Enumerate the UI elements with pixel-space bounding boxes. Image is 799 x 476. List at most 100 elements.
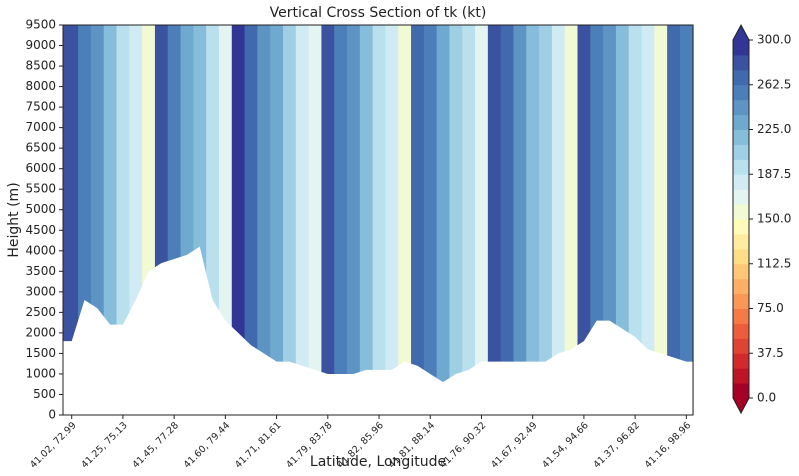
y-tick-label: 2500: [25, 305, 56, 319]
y-tick-label: 6000: [25, 161, 56, 175]
colorbar-tick-label: 187.5: [757, 167, 791, 181]
x-tick-label: 41.67, 92.49: [489, 420, 540, 471]
field-column: [295, 25, 310, 415]
colorbar-band: [733, 263, 749, 280]
terrain: [63, 246, 693, 415]
colorbar-band: [733, 69, 749, 86]
colorbar-band: [733, 278, 749, 295]
colorbar-tick-label: 0.0: [757, 391, 776, 405]
x-tick-label: 41.60, 79.44: [182, 420, 233, 471]
field-column: [411, 25, 425, 415]
field-column: [564, 25, 579, 415]
field-column: [462, 25, 476, 415]
field-column: [679, 25, 694, 415]
y-tick-label: 4500: [25, 223, 56, 237]
y-tick-label: 9500: [25, 18, 56, 32]
field-column: [667, 25, 681, 415]
y-axis-label: Height (m): [6, 182, 22, 257]
y-tick-label: 5500: [25, 182, 56, 196]
y-tick-label: 0: [48, 408, 56, 422]
colorbar-tick-label: 37.5: [757, 346, 784, 360]
field-column: [628, 25, 643, 415]
field-column: [475, 25, 489, 415]
field-column: [398, 25, 412, 415]
field-column: [321, 25, 335, 415]
colorbar-band: [733, 383, 749, 399]
chart-title: Vertical Cross Section of tk (kt): [270, 5, 487, 21]
field-column: [654, 25, 668, 415]
field-column: [449, 25, 463, 415]
x-tick-label: 41.25, 75.13: [79, 420, 130, 471]
colorbar-band: [733, 293, 749, 309]
field-column: [347, 25, 361, 415]
colorbar-band: [733, 114, 749, 130]
colorbar-tick-label: 262.5: [757, 77, 791, 91]
colorbar-band: [733, 159, 749, 175]
field-column: [231, 25, 246, 415]
field-column: [359, 25, 374, 415]
colorbar-band: [733, 174, 749, 190]
y-tick-label: 4000: [25, 243, 56, 257]
field-column: [63, 25, 79, 415]
field-column: [577, 25, 591, 415]
colorbar-tick-label: 225.0: [757, 122, 791, 136]
colorbar-tick-label: 300.0: [757, 33, 791, 47]
field-column: [526, 25, 540, 415]
colorbar-band: [733, 248, 749, 265]
field-column: [257, 25, 271, 415]
y-tick-label: 6500: [25, 141, 56, 155]
y-tick-label: 1500: [25, 346, 56, 360]
y-tick-label: 9000: [25, 38, 56, 52]
field-column: [615, 25, 630, 415]
field-column: [551, 25, 566, 415]
colorbar-band: [733, 204, 749, 220]
x-tick-label: 41.16, 98.96: [643, 420, 694, 471]
colorbar-band: [733, 338, 749, 354]
y-tick-label: 8500: [25, 59, 56, 73]
x-tick-label: 41.45, 77.28: [131, 420, 182, 471]
y-tick-label: 8000: [25, 79, 56, 93]
field-column: [603, 25, 617, 415]
y-tick-label: 2000: [25, 325, 56, 339]
field-column: [116, 25, 130, 415]
colorbar-band: [733, 368, 749, 384]
colorbar-band: [733, 308, 749, 324]
colorbar-band: [733, 353, 749, 369]
y-tick-label: 7500: [25, 100, 56, 114]
y-tick-label: 3000: [25, 284, 56, 298]
y-tick-label: 500: [33, 387, 56, 401]
colorbar-band: [733, 323, 749, 339]
colorbar-band: [733, 84, 749, 101]
colorbar-band: [733, 129, 749, 145]
field-column: [270, 25, 284, 415]
x-tick-label: 41.54, 94.66: [540, 420, 591, 471]
field-column: [282, 25, 297, 415]
colorbar-band: [733, 233, 749, 250]
field-column: [539, 25, 553, 415]
field-column: [103, 25, 118, 415]
x-tick-label: 41.76, 90.32: [438, 420, 489, 471]
plot-frame: [62, 24, 694, 416]
x-tick-label: 41.02, 72.99: [28, 420, 79, 471]
x-tick-label: 41.37, 96.82: [591, 420, 642, 471]
colorbar-extend-under: [733, 398, 749, 413]
colorbar-tick-label: 112.5: [757, 256, 791, 270]
y-tick-label: 3500: [25, 264, 56, 278]
x-axis-label: Latitude, Longitude: [310, 454, 446, 470]
field-column: [308, 25, 323, 415]
colorbar-band: [733, 54, 749, 71]
colorbar-tick-label: 150.0: [757, 212, 791, 226]
colorbar-band: [733, 144, 749, 160]
y-tick-label: 1000: [25, 366, 56, 380]
field-column: [244, 25, 258, 415]
field-column: [334, 25, 348, 415]
colorbar-band: [733, 99, 749, 116]
colorbar-band: [733, 189, 749, 205]
field-column: [513, 25, 527, 415]
field-column: [423, 25, 438, 415]
field-column: [641, 25, 655, 415]
field-column: [487, 25, 502, 415]
y-tick-label: 5000: [25, 202, 56, 216]
colorbar-extend-over: [733, 25, 749, 40]
